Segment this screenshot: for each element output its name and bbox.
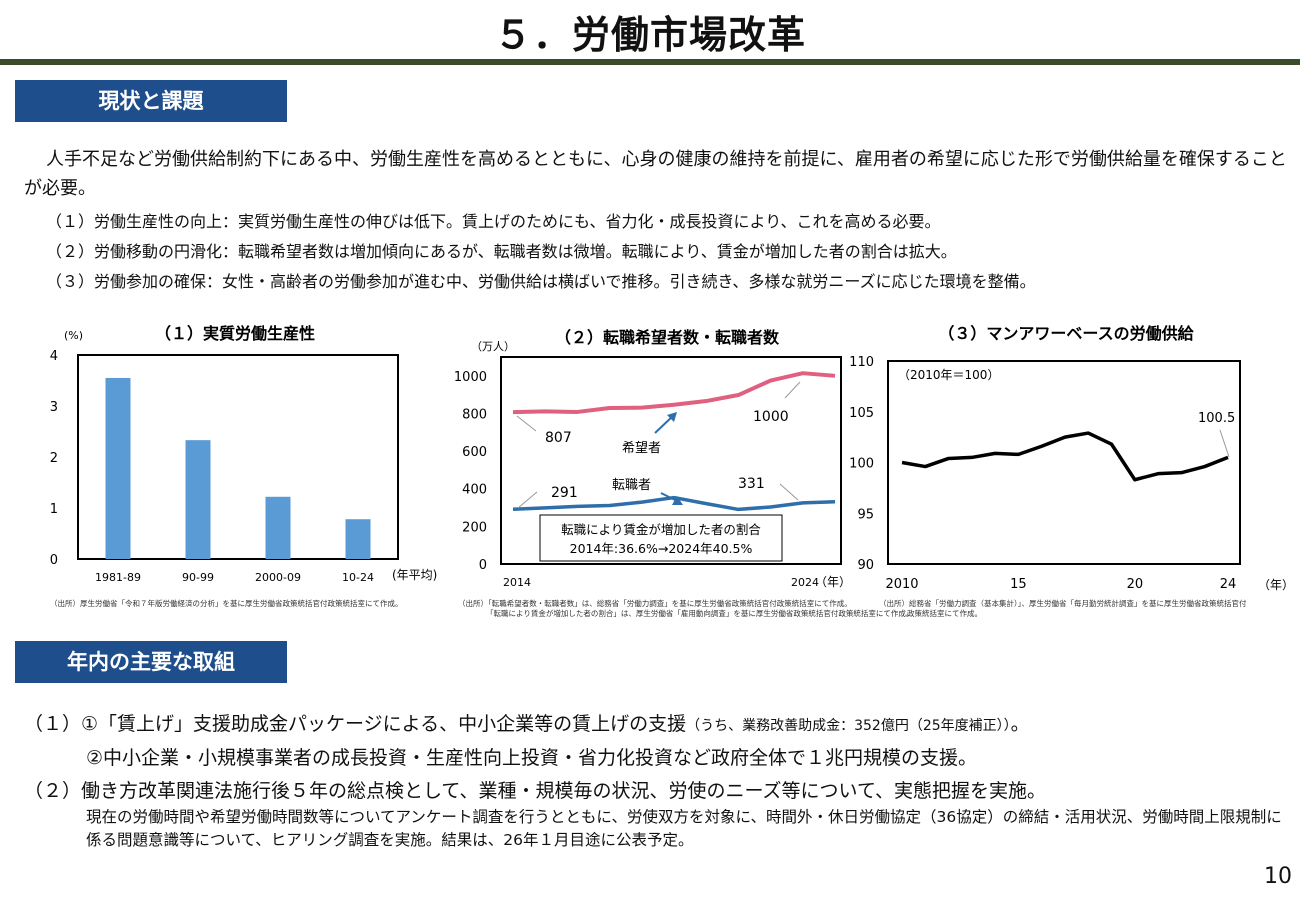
chart1-ylabel: (%) (64, 329, 83, 342)
wage-increase-note-line1: 転職により賃金が増加した者の割合 (561, 522, 761, 537)
chart2-ylabel: （万人） (471, 340, 515, 353)
productivity-bar-chart: （１）実質労働生産性 (%) (年平均) 0 1 2 3 4 1981-89 90-99 2… (50, 324, 438, 584)
chart1-ytick: 0 (50, 553, 58, 568)
chart3-source-line2: 政策統括室にて作成。 (907, 609, 982, 618)
chart1-bar (345, 519, 371, 559)
chart2-plot-frame (500, 356, 842, 565)
chart2-ytick: 1000 (455, 370, 487, 385)
chart2-ytick: 800 (462, 407, 487, 422)
chart2-xtick-start: 2014 (503, 576, 531, 589)
labor-supply-line-chart: （３）マンアワーベースの労働供給 （2010年＝100） （年） 90 95 100… (849, 324, 1294, 592)
chart1-ytick: 3 (50, 400, 58, 415)
chart1-bar (185, 440, 211, 559)
wage-increase-note-box (539, 514, 783, 562)
move-start-label: 291 (551, 485, 578, 501)
chart3-ytick: 110 (849, 355, 874, 370)
chart1-ytick: 4 (50, 349, 58, 364)
chart1-source: （出所）厚生労働省「令和７年版労働経済の分析」を基に厚生労働省政策統括官付政策統… (50, 599, 403, 608)
chart3-ytick: 95 (857, 507, 874, 522)
chart3-ytick: 105 (849, 406, 874, 421)
chart1-category-label: 2000-09 (255, 571, 301, 584)
chart2-source-line2: 「転職により賃金が増加した者の割合」は、厚生労働省「雇用動向調査」を基に厚生労働… (486, 609, 914, 618)
chart2-ytick: 200 (462, 520, 487, 535)
initiative-1b: ②中小企業・小規模事業者の成長投資・生産性向上投資・省力化投資など政府全体で１兆… (86, 747, 978, 769)
initiative-1a: （１）①「賃上げ」支援助成金パッケージによる、中小企業等の賃上げの支援（うち、業… (24, 709, 1030, 736)
initiative-1a-note: （うち、業務改善助成金：352億円（25年度補正）） (686, 718, 1011, 734)
chart1-bar (105, 377, 131, 559)
initiative-1a-end: 。 (1010, 713, 1030, 735)
move-start-leader (517, 491, 538, 509)
chart2-title: （２）転職希望者数・転職者数 (555, 328, 780, 347)
chart1-category-label: 90-99 (182, 571, 214, 584)
chart3-xlabel: （年） (1258, 578, 1294, 592)
section-heading-main-initiatives: 年内の主要な取組 (15, 641, 287, 683)
chart1-category-label: 10-24 (342, 571, 374, 584)
chart3-end-leader (1219, 429, 1230, 458)
chart3-note: （2010年＝100） (898, 368, 999, 382)
move-series-label: 転職者 (612, 478, 651, 493)
chart1-ytick: 1 (50, 502, 58, 517)
initiative-2: （２）働き方改革関連法施行後５年の総点検として、業種・規模毎の状況、労使のニーズ… (24, 780, 1047, 802)
chart1-category-label: 1981-89 (95, 571, 141, 584)
labor-supply-series-line (901, 431, 1229, 482)
chart2-ytick: 600 (462, 445, 487, 460)
chart3-xtick: 24 (1220, 577, 1237, 592)
page-title: ５．労働市場改革 (493, 13, 806, 57)
chart3-end-label: 100.5 (1198, 411, 1235, 426)
chart2-xtick-end: 2024 (791, 576, 819, 589)
chart1-xlabel: (年平均) (392, 568, 437, 582)
wish-start-label: 807 (545, 430, 572, 446)
chart1-plot-frame (77, 354, 399, 560)
wish-arrow-head (667, 412, 677, 422)
chart3-ytick: 100 (849, 457, 874, 472)
move-end-label: 331 (738, 476, 765, 492)
chart1-title: （１）実質労働生産性 (155, 324, 315, 343)
intro-paragraph: 人手不足など労働供給制約下にある中、労働生産性を高めるとともに、心身の健康の維持… (24, 149, 1287, 199)
point-2: （２）労働移動の円滑化：転職希望者数は増加傾向にあるが、転職者数は微増。転職によ… (46, 242, 957, 261)
job-change-line-chart: （２）転職希望者数・転職者数 （万人） （年） 0 200 400 600 800 100… (455, 328, 851, 589)
move-series-line (512, 495, 836, 512)
page-number: 10 (1264, 864, 1292, 889)
chart3-source-line1: （出所）総務省「労働力調査（基本集計）」、厚生労働省「毎月勤労統計調査」を基に厚… (879, 599, 1247, 608)
wish-series-line (512, 371, 836, 415)
chart3-xtick: 2010 (885, 577, 918, 592)
point-3: （３）労働参加の確保：女性・高齢者の労働参加が進む中、労働供給は横ばいで推移。引… (46, 272, 1036, 291)
chart2-source-line1: （出所）「転職希望者数・転職者数」は、総務省「労働力調査」を基に厚生労働省政策統… (458, 599, 852, 608)
section-heading-current-issues: 現状と課題 (15, 80, 287, 122)
wish-series-label: 希望者 (622, 440, 661, 456)
initiative-1a-text: （１）①「賃上げ」支援助成金パッケージによる、中小企業等の賃上げの支援 (24, 713, 687, 735)
chart3-title: （３）マンアワーベースの労働供給 (938, 324, 1194, 343)
chart2-ytick: 0 (479, 558, 487, 573)
chart2-ytick: 400 (462, 483, 487, 498)
chart3-xtick: 15 (1010, 577, 1027, 592)
chart1-bar (265, 496, 291, 559)
wish-start-leader (516, 415, 537, 432)
move-arrow-head (672, 496, 683, 505)
chart2-source: （出所）「転職希望者数・転職者数」は、総務省「労働力調査」を基に厚生労働省政策統… (458, 599, 913, 619)
point-1: （１）労働生産性の向上：実質労働生産性の伸びは低下。賃上げのためにも、省力化・成… (46, 212, 941, 231)
chart3-xtick: 20 (1127, 577, 1144, 592)
chart3-plot-frame (887, 360, 1241, 565)
chart3-ytick: 90 (857, 558, 874, 573)
wage-increase-note-line2: 2014年:36.6%→2024年40.5% (570, 541, 753, 556)
title-divider (0, 59, 1300, 65)
initiative-2-detail: 現在の労働時間や希望労働時間数等についてアンケート調査を行うとともに、労使双方を… (86, 808, 1282, 849)
chart1-ytick: 2 (50, 451, 58, 466)
chart2-xlabel: （年） (815, 575, 851, 589)
wish-end-label: 1000 (753, 409, 789, 425)
wish-end-leader (784, 381, 801, 399)
move-end-leader (779, 483, 799, 501)
chart3-source: （出所）総務省「労働力調査（基本集計）」、厚生労働省「毎月勤労統計調査」を基に厚… (879, 599, 1247, 619)
